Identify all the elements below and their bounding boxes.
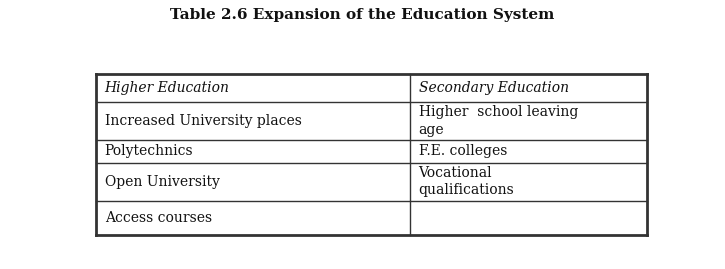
Text: Polytechnics: Polytechnics: [104, 144, 194, 158]
Text: F.E. colleges: F.E. colleges: [418, 144, 507, 158]
Text: Table 2.6 Expansion of the Education System: Table 2.6 Expansion of the Education Sys…: [170, 8, 555, 22]
Text: Access courses: Access courses: [104, 211, 212, 225]
Text: Higher  school leaving
age: Higher school leaving age: [418, 105, 578, 137]
Text: Vocational
qualifications: Vocational qualifications: [418, 166, 514, 197]
Text: Increased University places: Increased University places: [104, 114, 302, 128]
Text: Open University: Open University: [104, 175, 220, 189]
Text: Secondary Education: Secondary Education: [418, 81, 568, 95]
Text: Higher Education: Higher Education: [104, 81, 230, 95]
